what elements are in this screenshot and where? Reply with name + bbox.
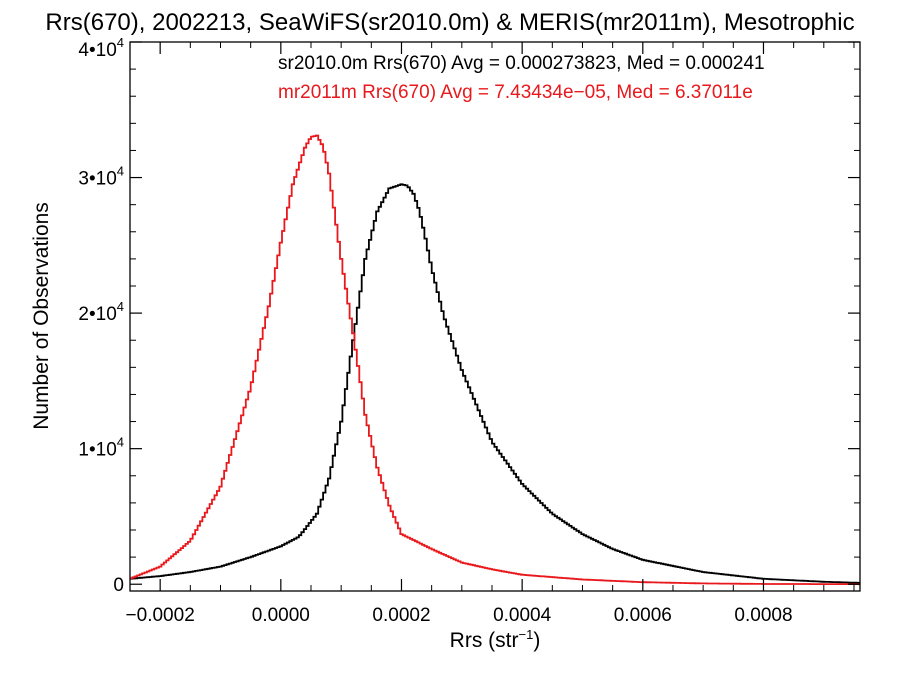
x-tick-label: 0.0004 bbox=[493, 605, 552, 626]
series-mr2011m-line bbox=[130, 134, 860, 586]
plot-area-frame bbox=[129, 41, 861, 592]
x-tick-label: 0.0000 bbox=[252, 605, 310, 626]
x-tick-label: 0.0002 bbox=[372, 605, 430, 626]
x-tick-label: 0.0006 bbox=[614, 605, 672, 626]
series-sr2010.0m-line bbox=[130, 183, 860, 584]
y-tick-label: 0 bbox=[113, 575, 124, 596]
y-axis: 0 1•104 2•104 3•104 4•104 bbox=[78, 35, 860, 596]
chart-title: Rrs(670), 2002213, SeaWiFS(sr2010.0m) & … bbox=[45, 9, 854, 36]
y-tick-label: 1•104 bbox=[78, 435, 124, 461]
series-layer bbox=[130, 134, 860, 586]
y-tick-label: 3•104 bbox=[78, 164, 124, 190]
legend: sr2010.0m Rrs(670) Avg = 0.000273823, Me… bbox=[278, 53, 765, 103]
legend-entry-sr2010: sr2010.0m Rrs(670) Avg = 0.000273823, Me… bbox=[278, 53, 765, 74]
legend-entry-mr2011: mr2011m Rrs(670) Avg = 7.43434e−05, Med … bbox=[278, 82, 753, 103]
y-axis-title: Number of Observations bbox=[30, 202, 53, 430]
x-tick-label: −0.0002 bbox=[126, 605, 195, 626]
y-tick-label: 4•104 bbox=[78, 35, 124, 61]
x-tick-label: 0.0008 bbox=[734, 605, 792, 626]
x-axis: −0.0002 0.0000 0.0002 0.0004 0.0006 0.0008 bbox=[126, 42, 855, 626]
y-tick-label: 2•104 bbox=[78, 299, 124, 325]
x-axis-title: Rrs (str−1) bbox=[450, 627, 541, 652]
